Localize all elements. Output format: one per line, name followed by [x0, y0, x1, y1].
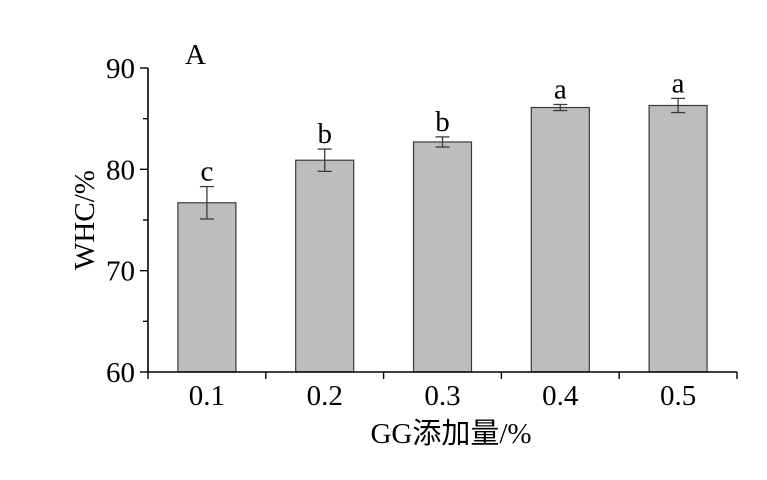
- y-tick-label: 90: [106, 53, 135, 85]
- data-label-0.5: a: [672, 67, 685, 99]
- error-bar-0.4: [553, 103, 568, 112]
- error-bars-layer: [199, 97, 686, 220]
- bar-0.3: [412, 141, 473, 373]
- bar-0.2: [295, 159, 355, 373]
- y-tick-label: 80: [106, 154, 135, 186]
- y-tick-label: 60: [106, 357, 135, 389]
- y-tick-label: 70: [106, 256, 135, 288]
- x-axis-title: GG添加量/%: [370, 417, 531, 450]
- bar-0.4: [530, 106, 590, 373]
- bar-0.5: [648, 104, 708, 373]
- data-label-0.2: b: [317, 118, 332, 150]
- error-bar-0.5: [671, 97, 686, 114]
- error-bar-0.2: [317, 148, 332, 173]
- y-ticks: 60 70 80 90: [106, 53, 148, 389]
- data-label-0.4: a: [554, 73, 567, 105]
- bar-0.1: [177, 202, 237, 373]
- x-ticks: 0.1 0.2 0.3 0.4 0.5: [147, 372, 738, 412]
- x-tick-label: 0.5: [660, 380, 696, 412]
- x-tick-label: 0.2: [307, 380, 343, 412]
- x-tick-label: 0.1: [189, 380, 225, 412]
- axes-layer: 60 70 80 90 0.1 0.2 0.3 0.4 0.5: [106, 53, 738, 412]
- error-bar-0.1: [199, 185, 214, 220]
- x-tick-label: 0.4: [542, 380, 579, 412]
- data-labels-layer: c b b a a: [200, 67, 684, 187]
- x-tick-label: 0.3: [424, 380, 460, 412]
- panel-label: A: [185, 39, 206, 71]
- data-label-0.1: c: [200, 156, 213, 188]
- y-axis-title: WHC/%: [69, 170, 101, 270]
- data-label-0.3: b: [435, 106, 450, 138]
- error-bar-0.3: [435, 136, 450, 148]
